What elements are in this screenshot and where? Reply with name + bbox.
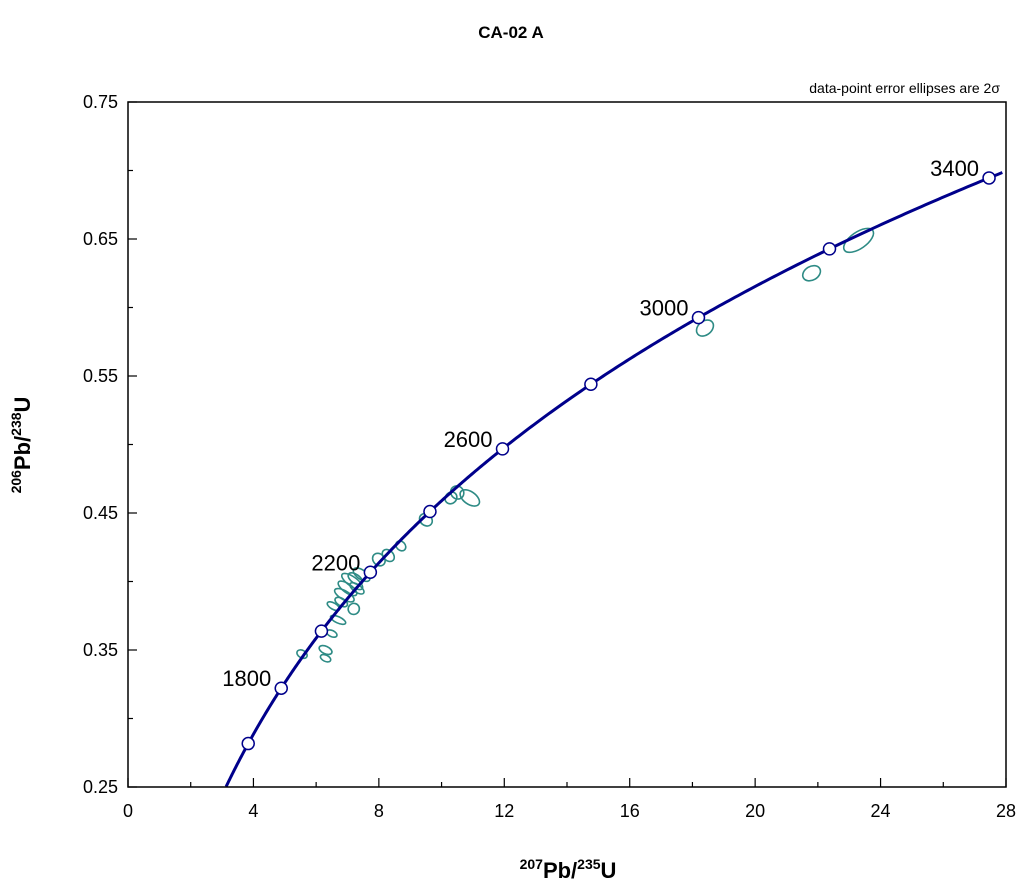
- error-ellipse: [319, 653, 332, 663]
- chart-title: CA-02 A: [478, 23, 544, 42]
- age-marker: [495, 442, 510, 456]
- age-marker: [982, 171, 996, 185]
- x-label-main2: U: [601, 858, 617, 883]
- age-marker: [241, 736, 255, 751]
- y-label-sup1: 206: [8, 470, 24, 494]
- error-ellipse: [333, 587, 355, 603]
- x-axis-label: 207Pb/235U: [520, 856, 617, 883]
- error-ellipse: [449, 485, 465, 500]
- error-ellipse: [459, 489, 481, 507]
- y-tick-label: 0.75: [83, 92, 118, 112]
- age-label: 3400: [930, 156, 979, 181]
- x-label-sup1: 207: [520, 856, 544, 872]
- y-tick-label: 0.35: [83, 640, 118, 660]
- x-tick-label: 24: [871, 801, 891, 821]
- x-tick-label: 12: [494, 801, 514, 821]
- x-label-main1: Pb/: [543, 858, 577, 883]
- age-markers: 1800 2200 2600 3000 3400: [222, 156, 996, 751]
- age-marker: [423, 504, 437, 519]
- y-label-main1: Pb/: [10, 436, 35, 470]
- x-tick-label: 20: [745, 801, 765, 821]
- age-label: 3000: [640, 296, 689, 321]
- error-ellipse: [347, 602, 361, 616]
- error-ellipse: [329, 614, 347, 626]
- error-ellipse: [801, 264, 822, 282]
- age-label: 2600: [444, 427, 493, 452]
- age-marker: [691, 310, 706, 325]
- error-ellipse: [381, 548, 396, 563]
- y-tick-label: 0.45: [83, 503, 118, 523]
- age-label: 1800: [222, 666, 271, 691]
- error-ellipse: [296, 649, 308, 660]
- age-marker: [363, 565, 378, 580]
- x-tick-label: 16: [620, 801, 640, 821]
- x-axis-ticks: 0 4 8 12 16 20 24 28: [123, 778, 1016, 821]
- age-marker: [584, 377, 598, 392]
- age-marker: [314, 624, 329, 638]
- age-marker: [822, 242, 837, 256]
- y-tick-label: 0.55: [83, 366, 118, 386]
- y-tick-label: 0.25: [83, 777, 118, 797]
- error-ellipse: [318, 644, 333, 656]
- y-label-sup2: 238: [8, 412, 24, 436]
- error-ellipse: [842, 227, 875, 254]
- y-axis-ticks: 0.25 0.35 0.45 0.55 0.65 0.75: [83, 92, 137, 797]
- x-tick-label: 28: [996, 801, 1016, 821]
- concordia-curve: [224, 171, 1003, 788]
- ellipse-note: data-point error ellipses are 2σ: [809, 80, 1000, 96]
- x-label-sup2: 235: [577, 856, 601, 872]
- y-tick-label: 0.65: [83, 229, 118, 249]
- error-ellipses: [296, 227, 875, 663]
- x-tick-label: 4: [248, 801, 258, 821]
- age-label: 2200: [311, 550, 360, 575]
- x-tick-label: 0: [123, 801, 133, 821]
- y-label-main2: U: [10, 397, 35, 413]
- x-tick-label: 8: [374, 801, 384, 821]
- age-marker: [274, 681, 288, 695]
- y-axis-label: 206Pb/238U: [8, 397, 35, 494]
